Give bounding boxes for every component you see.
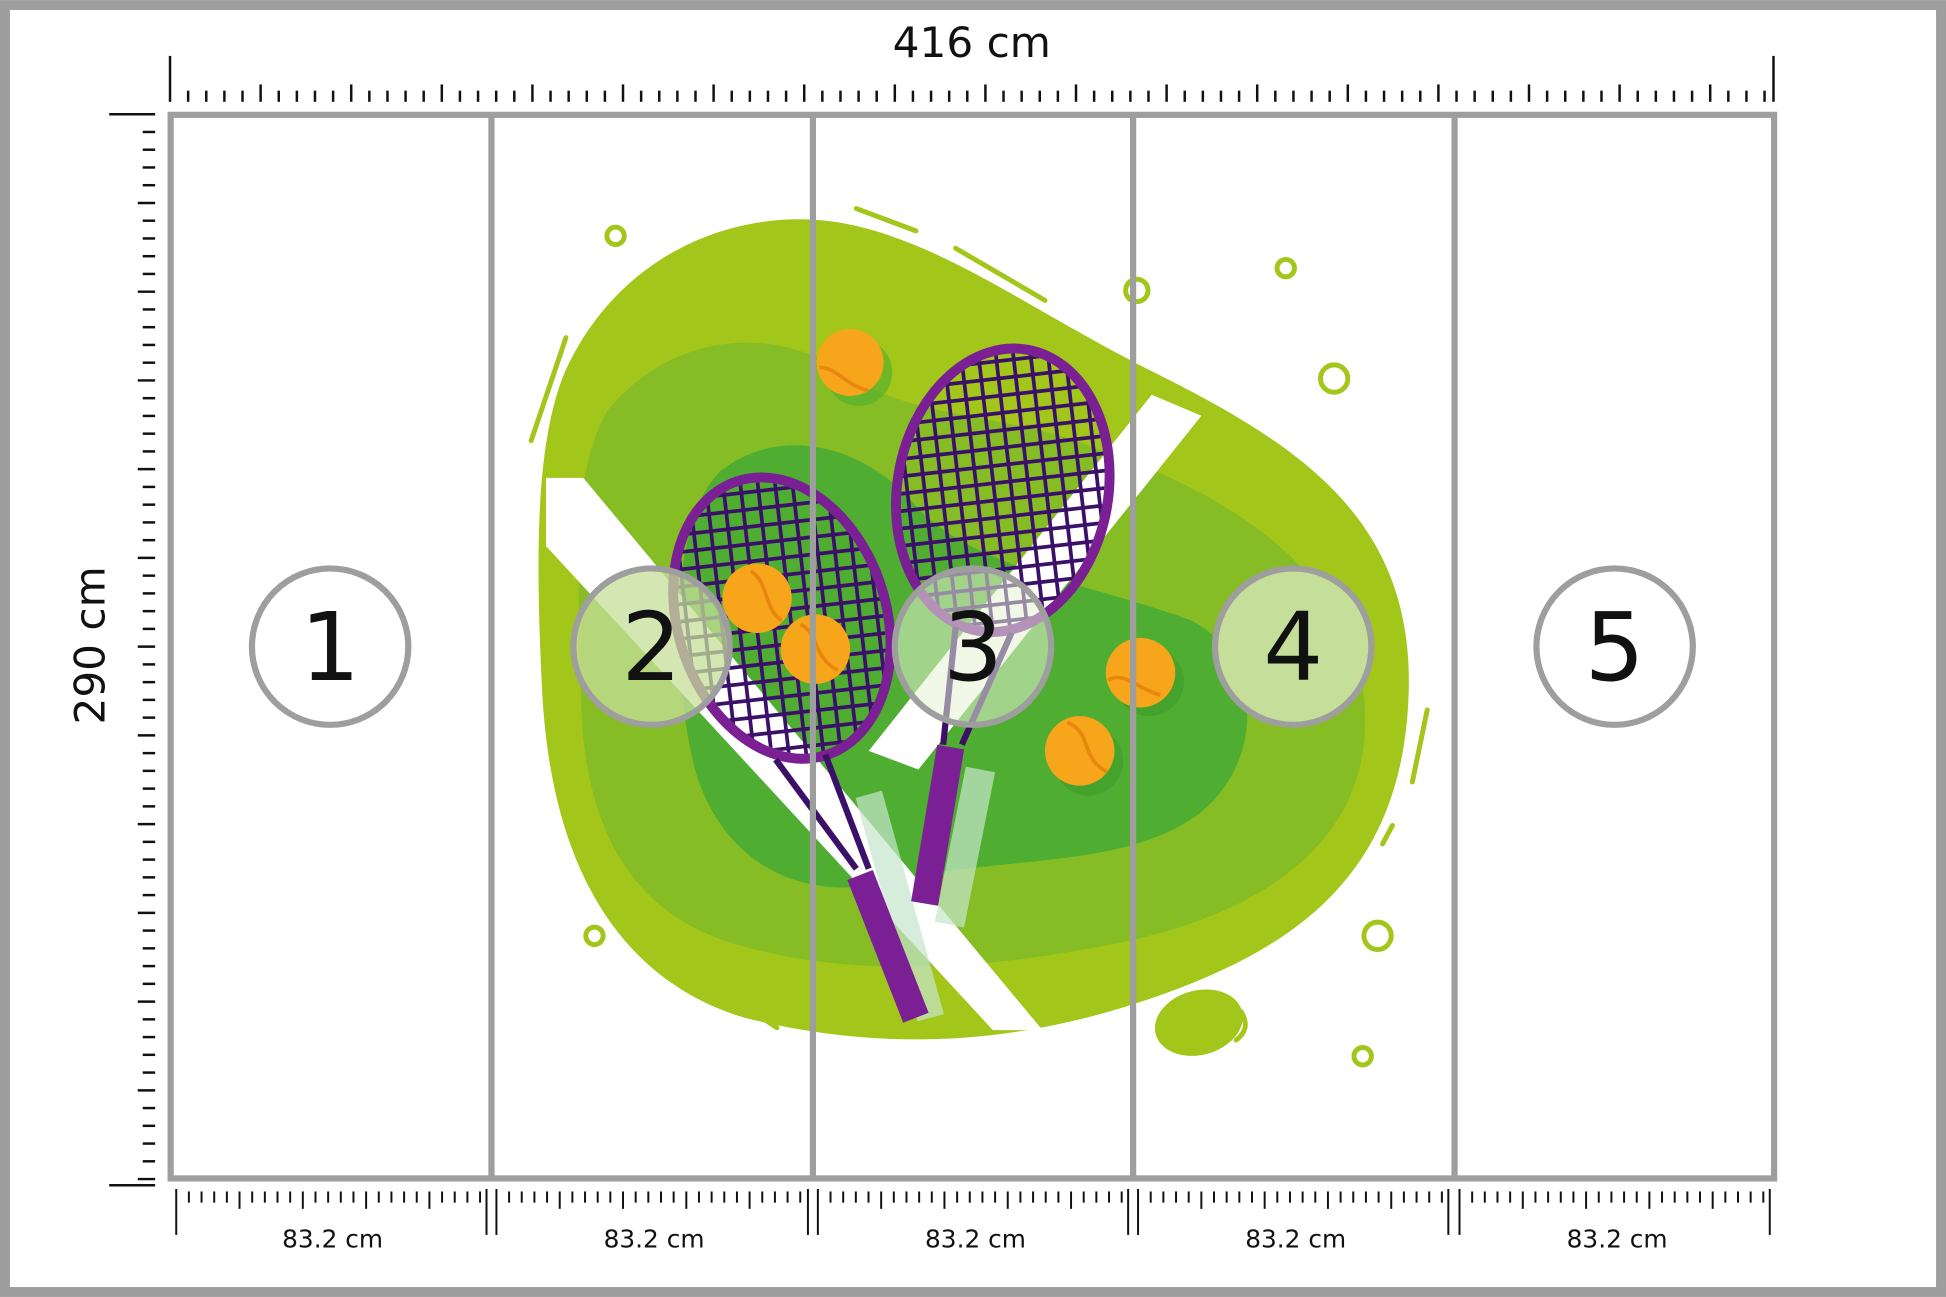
racket-string xyxy=(879,464,1126,500)
tennis-ball xyxy=(816,328,893,406)
racket-string xyxy=(879,516,1126,552)
panel-number-text: 1 xyxy=(300,593,360,703)
racket-string xyxy=(879,499,1126,535)
decorative-dots xyxy=(528,206,1430,1068)
top-ruler xyxy=(168,55,1775,102)
tennis-ball xyxy=(722,563,792,633)
panel-number-5: 5 xyxy=(1533,565,1696,728)
panel-width-label: 83.2 cm xyxy=(925,1224,1026,1253)
tennis-ball xyxy=(1044,716,1124,796)
panel-width-label: 83.2 cm xyxy=(1567,1224,1668,1253)
panel-frame xyxy=(167,111,1778,1182)
left-ruler xyxy=(109,112,156,1187)
panel-number-text: 5 xyxy=(1585,593,1645,703)
racket-string xyxy=(879,482,1126,517)
panel-number-text: 3 xyxy=(943,593,1003,703)
width-label: 416 cm xyxy=(893,18,1051,67)
panel-number-text: 4 xyxy=(1263,593,1323,703)
tennis-balls xyxy=(722,328,1184,796)
panel-width-label: 83.2 cm xyxy=(604,1224,705,1253)
bottom-ruler xyxy=(175,1188,1771,1235)
panel-number-2: 2 xyxy=(570,565,733,728)
racket-string xyxy=(770,456,812,780)
panel-number-3: 3 xyxy=(891,565,1055,728)
panel-number-1: 1 xyxy=(248,565,412,728)
panel-width-label: 83.2 cm xyxy=(1245,1224,1346,1253)
height-label: 290 cm xyxy=(65,566,114,724)
small-blob xyxy=(1154,989,1243,1056)
panel-number-4: 4 xyxy=(1211,565,1375,728)
panel-width-label: 83.2 cm xyxy=(282,1224,383,1253)
panel-number-text: 2 xyxy=(622,593,682,703)
